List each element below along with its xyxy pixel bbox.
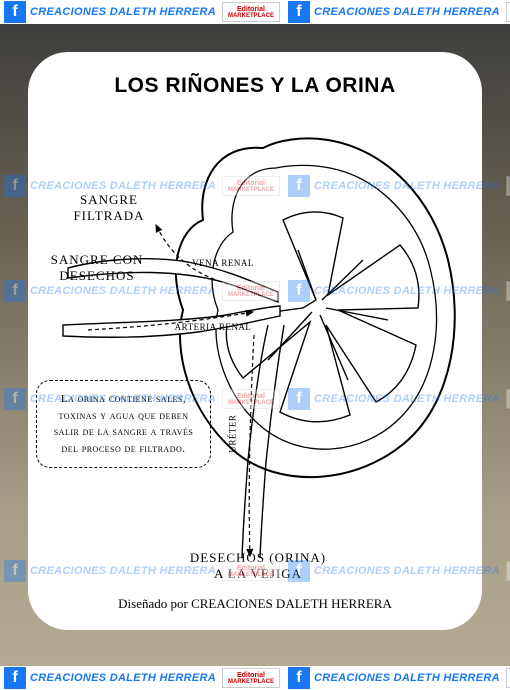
label-arteria-renal: ARTERIA RENAL (158, 322, 268, 333)
page-title: LOS RIÑONES Y LA ORINA (28, 74, 482, 98)
marketplace-logo: EditorialMARKETPLACE (506, 281, 510, 301)
marketplace-logo: EditorialMARKETPLACE (506, 176, 510, 196)
label-sangre-filtrada: SANGREFILTRADA (54, 192, 164, 225)
marketplace-logo: Editorial MARKETPLACE (222, 668, 280, 688)
facebook-icon: f (288, 667, 310, 689)
content-card: LOS RIÑONES Y LA ORINA Diseñado por CREA… (28, 52, 482, 630)
kidney-diagram: SANGREFILTRADA SANGRE CONDESECHOS VENA R… (28, 110, 482, 580)
watermark-text: CREACIONES DALETH HERRERA (30, 6, 216, 18)
marketplace-logo: Editorial MARKETPLACE (222, 2, 280, 22)
credit-line: Diseñado por CREACIONES DALETH HERRERA (28, 596, 482, 612)
marketplace-logo: Editorial MARKETPLACE (506, 668, 510, 688)
facebook-icon: f (4, 560, 26, 582)
marketplace-logo: Editorial MARKETPLACE (506, 2, 510, 22)
watermark-text: CREACIONES DALETH HERRERA (314, 672, 500, 684)
facebook-icon: f (4, 1, 26, 23)
label-vena-renal: VENA RENAL (178, 258, 268, 269)
facebook-icon: f (4, 667, 26, 689)
info-box: La orina contiene sales, toxinas y agua … (36, 380, 211, 468)
facebook-icon: f (4, 280, 26, 302)
watermark-text: CREACIONES DALETH HERRERA (314, 6, 500, 18)
watermark-bar-bottom: f CREACIONES DALETH HERRERA Editorial MA… (0, 666, 510, 690)
marketplace-logo: EditorialMARKETPLACE (506, 561, 510, 581)
watermark-bar-top: f CREACIONES DALETH HERRERA Editorial MA… (0, 0, 510, 24)
facebook-icon: f (4, 175, 26, 197)
label-desechos: DESECHOS (ORINA)A LA VEJIGA (158, 550, 358, 583)
label-sangre-con-desechos: SANGRE CONDESECHOS (32, 252, 162, 285)
facebook-icon: f (288, 1, 310, 23)
label-ureter: URÉTER (227, 409, 238, 459)
marketplace-logo: EditorialMARKETPLACE (506, 389, 510, 409)
facebook-icon: f (4, 388, 26, 410)
watermark-text: CREACIONES DALETH HERRERA (30, 672, 216, 684)
